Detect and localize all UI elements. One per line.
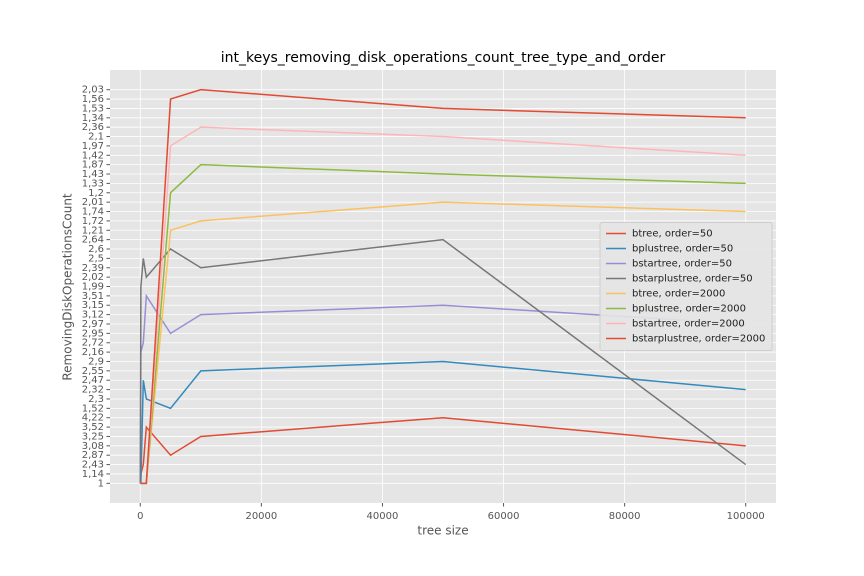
y-tick-label: 1,52 <box>82 403 104 414</box>
legend-label: bstartree, order=50 <box>632 259 732 270</box>
legend-label: bstartree, order=2000 <box>632 319 745 330</box>
y-tick-label: 2,03 <box>82 85 104 96</box>
y-tick-label: 3,08 <box>82 441 104 452</box>
series-line <box>139 238 747 484</box>
y-tick-label: 1,72 <box>82 216 104 227</box>
x-tick-label: 80000 <box>609 511 641 522</box>
y-tick-label: 2,64 <box>82 235 104 246</box>
x-tick-label: 0 <box>137 511 143 522</box>
x-axis-label: tree size <box>417 524 468 538</box>
y-tick-label: 2,47 <box>82 375 104 386</box>
legend-label: bstarplustree, order=2000 <box>632 334 765 345</box>
legend-box <box>599 222 773 351</box>
legend-label: bstarplustree, order=50 <box>632 274 753 285</box>
y-tick-label: 2,87 <box>82 450 104 461</box>
y-tick-label: 2,36 <box>82 122 104 133</box>
y-tick-label: 2,97 <box>82 319 104 330</box>
y-tick-label: 2,1 <box>88 132 104 143</box>
y-axis-label: RemovingDiskOperationsCount <box>61 193 75 381</box>
y-tick-label: 4,22 <box>82 413 104 424</box>
y-tick-label: 2,32 <box>82 385 104 396</box>
y-tick-label: 2,55 <box>82 366 104 377</box>
legend-label: bplustree, order=2000 <box>632 304 746 315</box>
legend-label: btree, order=2000 <box>632 289 725 300</box>
y-tick-label: 3,25 <box>82 431 104 442</box>
y-tick-label: 1,56 <box>82 94 104 105</box>
y-tick-label: 1,53 <box>82 103 104 114</box>
y-tick-label: 2,43 <box>82 460 104 471</box>
chart-title: int_keys_removing_disk_operations_count_… <box>221 50 666 66</box>
legend-label: btree, order=50 <box>632 229 713 240</box>
y-tick-label: 2,01 <box>82 197 104 208</box>
y-tick-label: 2,39 <box>82 263 104 274</box>
y-tick-label: 1,21 <box>82 225 104 236</box>
y-tick-label: 2,02 <box>82 272 104 283</box>
y-tick-label: 1,34 <box>82 113 104 124</box>
y-tick-label: 3,51 <box>82 291 104 302</box>
x-tick-label: 40000 <box>367 511 399 522</box>
y-tick-label: 2,16 <box>82 347 104 358</box>
legend-label: bplustree, order=50 <box>632 244 733 255</box>
y-tick-label: 1,99 <box>82 282 104 293</box>
x-tick-label: 20000 <box>245 511 277 522</box>
x-tick-label: 60000 <box>488 511 520 522</box>
y-tick-label: 3,52 <box>82 422 104 433</box>
y-tick-label: 1,14 <box>82 469 104 480</box>
y-tick-label: 2,72 <box>82 338 104 349</box>
y-tick-label: 2,9 <box>88 356 104 367</box>
y-tick-label: 3,12 <box>82 310 104 321</box>
y-tick-label: 1,74 <box>82 207 104 218</box>
y-tick-label: 3,15 <box>82 300 104 311</box>
y-tick-label: 1,33 <box>82 178 104 189</box>
y-tick-label: 2,6 <box>88 244 104 255</box>
y-tick-label: 1,42 <box>82 150 104 161</box>
y-tick-label: 2,3 <box>88 394 104 405</box>
y-tick-label: 1,43 <box>82 169 104 180</box>
y-tick-label: 1,87 <box>82 160 104 171</box>
y-tick-label: 2,5 <box>88 253 104 264</box>
y-tick-label: 1,97 <box>82 141 104 152</box>
series-line <box>140 88 746 485</box>
y-tick-label: 1 <box>98 478 104 489</box>
series-line <box>140 360 746 485</box>
x-tick-label: 100000 <box>727 511 765 522</box>
y-tick-label: 1,2 <box>88 188 104 199</box>
y-tick-label: 2,95 <box>82 328 104 339</box>
